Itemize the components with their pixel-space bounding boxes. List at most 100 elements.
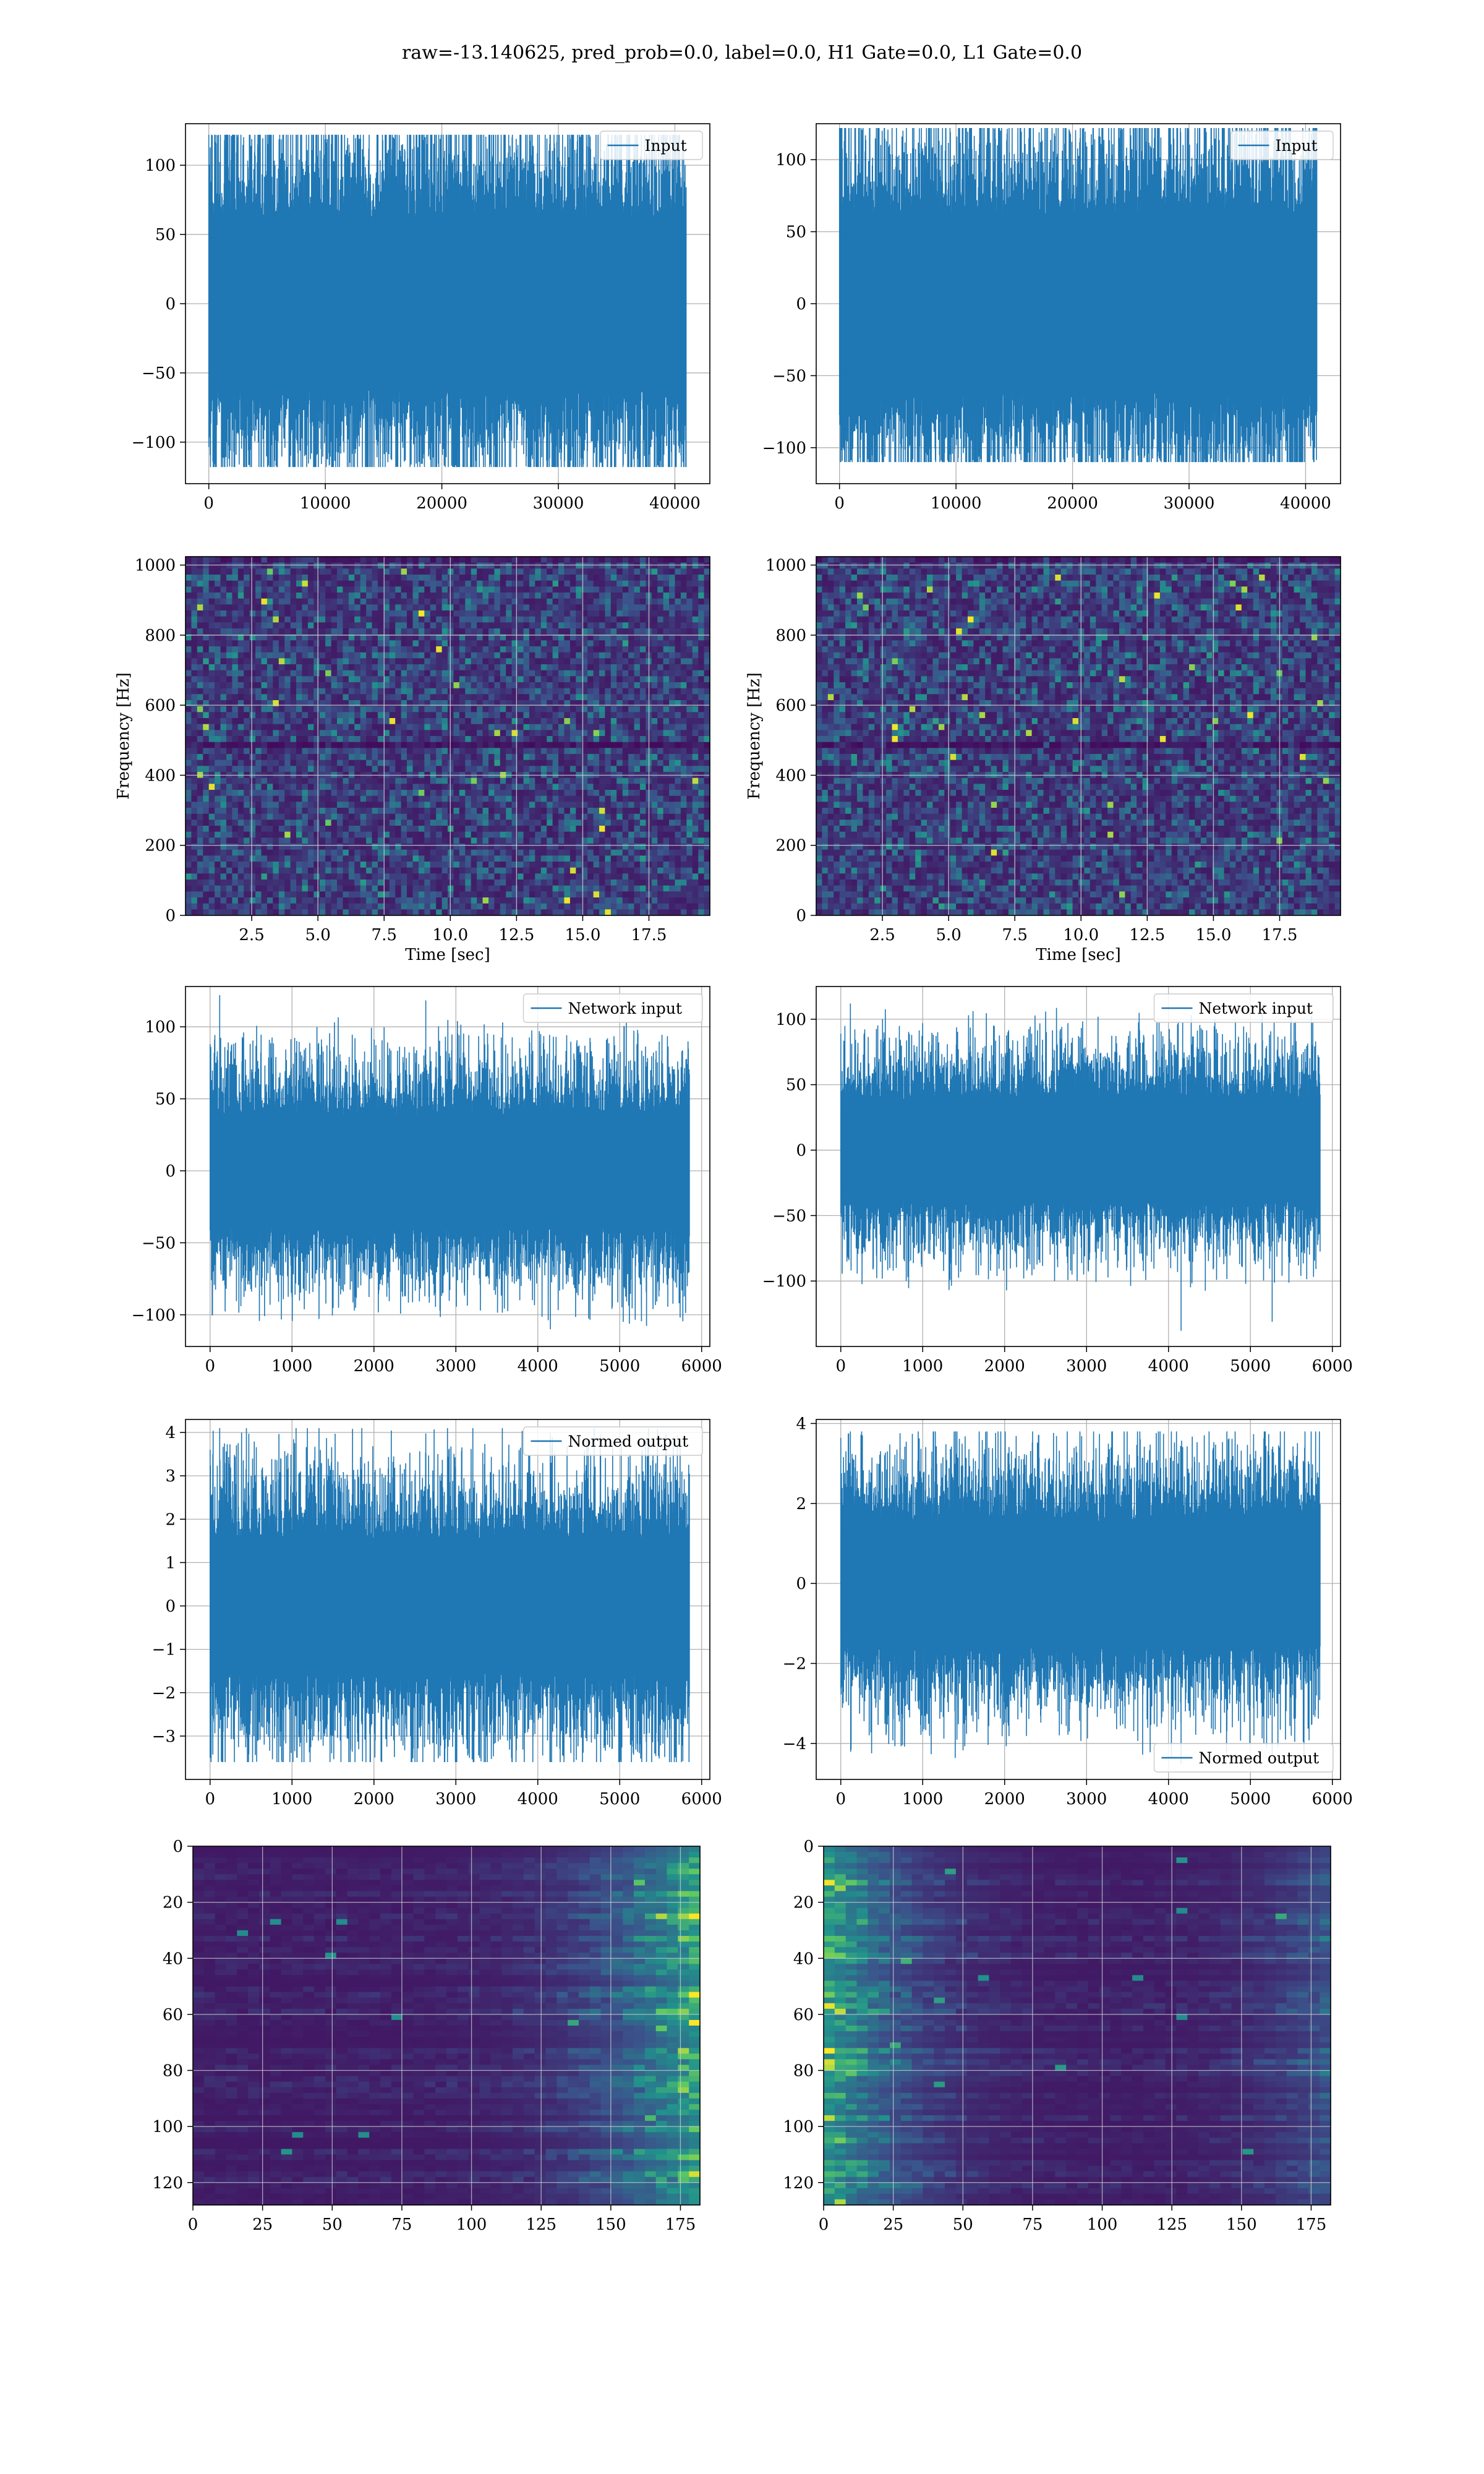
spectrogram-cell [383, 802, 390, 808]
spectrogram-cell [587, 808, 594, 815]
spectrogram-cell [244, 604, 250, 611]
spectrogram-cell [663, 628, 670, 635]
spectrogram-cell [319, 873, 326, 880]
spectrogram-cell [203, 813, 210, 820]
spectrogram-cell [273, 604, 279, 611]
spectrogram-cell [558, 616, 565, 623]
spectrogram-cell [639, 575, 646, 581]
spectrogram-cell [436, 831, 443, 838]
spectrogram-cell [255, 598, 262, 605]
spectrogram-cell [558, 593, 565, 599]
spectrogram-cell [564, 730, 571, 737]
spectrogram-cell [343, 808, 349, 815]
spectrogram-cell [552, 808, 559, 815]
spectrogram-cell [518, 622, 524, 629]
spectrogram-cell [372, 622, 378, 629]
spectrogram-cell [302, 849, 309, 856]
spectrogram-cell [278, 682, 285, 689]
spectrogram-cell [226, 682, 232, 689]
spectrogram-cell [278, 664, 285, 671]
spectrogram-cell [273, 831, 279, 838]
spectrogram-cell [523, 676, 530, 683]
spectrogram-cell [232, 646, 239, 653]
spectrogram-cell [208, 754, 215, 761]
x-tick-label: 20000 [416, 494, 467, 513]
spectrogram-cell [424, 831, 431, 838]
spectrogram-cell [215, 777, 221, 784]
spectrogram-cell [215, 586, 221, 593]
spectrogram-cell [482, 790, 489, 797]
spectrogram-cell [599, 718, 605, 725]
spectrogram-cell [593, 676, 600, 683]
spectrogram-cell [186, 736, 192, 743]
spectrogram-cell [290, 682, 297, 689]
spectrogram-cell [518, 867, 524, 874]
spectrogram-cell [576, 664, 582, 671]
spectrogram-cell [599, 610, 605, 617]
spectrogram-cell [605, 575, 612, 581]
spectrogram-cell [418, 748, 425, 755]
spectrogram-cell [552, 628, 559, 635]
spectrogram-cell [418, 557, 425, 563]
spectrogram-cell [389, 802, 396, 808]
spectrogram-cell [424, 795, 431, 802]
spectrogram-cell [337, 628, 343, 635]
spectrogram-cell [186, 777, 192, 784]
spectrogram-cell [459, 855, 466, 862]
spectrogram-cell [430, 754, 437, 761]
spectrogram-cell [302, 831, 309, 838]
spectrogram-cell [547, 616, 553, 623]
spectrogram-cell [558, 802, 565, 808]
spectrogram-cell [319, 575, 326, 581]
spectrogram-cell [669, 586, 675, 593]
spectrogram-cell [302, 622, 309, 629]
spectrogram-cell [325, 718, 332, 725]
spectrogram-cell [494, 646, 501, 653]
spectrogram-cell [203, 837, 210, 844]
spectrogram-cell [197, 706, 203, 713]
spectrogram-cell [313, 712, 320, 719]
spectrogram-cell [377, 593, 384, 599]
spectrogram-cell [191, 831, 198, 838]
spectrogram-cell [412, 826, 419, 833]
spectrogram-cell [657, 867, 664, 874]
spectrogram-cell [215, 802, 221, 808]
spectrogram-cell [348, 831, 355, 838]
spectrogram-cell [418, 730, 425, 737]
spectrogram-cell [249, 652, 256, 659]
spectrogram-cell [529, 831, 535, 838]
spectrogram-cell [261, 622, 268, 629]
spectrogram-cell [331, 646, 338, 653]
spectrogram-cell [307, 855, 314, 862]
spectrogram-cell [518, 580, 524, 587]
spectrogram-cell [610, 748, 617, 755]
spectrogram-cell [605, 766, 612, 773]
spectrogram-cell [237, 724, 244, 730]
spectrogram-cell [569, 784, 576, 790]
spectrogram-cell [273, 700, 279, 707]
spectrogram-cell [255, 742, 262, 748]
spectrogram-cell [307, 730, 314, 737]
spectrogram-cell [529, 557, 535, 563]
spectrogram-cell [366, 598, 373, 605]
spectrogram-cell [249, 760, 256, 766]
spectrogram-cell [267, 706, 273, 713]
spectrogram-cell [337, 694, 343, 701]
spectrogram-cell [558, 634, 565, 641]
spectrogram-cell [395, 808, 402, 815]
spectrogram-cell [488, 688, 495, 695]
spectrogram-cell [511, 820, 518, 826]
spectrogram-cell [669, 855, 675, 862]
spectrogram-cell [407, 652, 413, 659]
spectrogram-cell [255, 562, 262, 569]
spectrogram-cell [261, 862, 268, 868]
spectrogram-cell [389, 873, 396, 880]
spectrogram-cell [430, 855, 437, 862]
spectrogram-cell [686, 862, 693, 868]
spectrogram-cell [244, 826, 250, 833]
spectrogram-cell [564, 688, 571, 695]
spectrogram-cell [686, 664, 693, 671]
spectrogram-cell [412, 712, 419, 719]
spectrogram-cell [651, 575, 658, 581]
spectrogram-cell [634, 813, 641, 820]
